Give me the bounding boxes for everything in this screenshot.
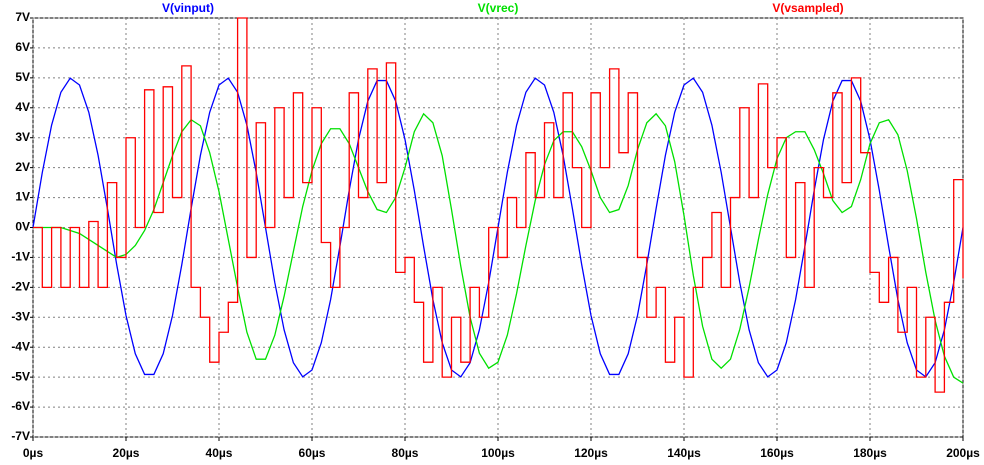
x-tick-label: 0µs xyxy=(23,446,44,460)
x-tick-label: 40µs xyxy=(206,446,233,460)
y-tick-label: -7V xyxy=(11,429,30,443)
x-tick-label: 100µs xyxy=(481,446,515,460)
y-tick-label: 7V xyxy=(15,10,30,24)
y-tick-label: 6V xyxy=(15,40,30,54)
series-line xyxy=(33,17,964,393)
y-tick-label: 5V xyxy=(15,70,30,84)
y-tick-label: 0V xyxy=(15,220,30,234)
legend-entry: V(vrec) xyxy=(478,1,519,15)
y-tick-label: -1V xyxy=(11,250,30,264)
y-tick-label: 3V xyxy=(15,130,30,144)
x-tick-label: 140µs xyxy=(667,446,701,460)
y-tick-label: 2V xyxy=(15,160,30,174)
x-tick-label: 20µs xyxy=(113,446,140,460)
y-tick-label: 1V xyxy=(15,190,30,204)
y-tick-label: -2V xyxy=(11,280,30,294)
x-tick-label: 120µs xyxy=(574,446,608,460)
y-tick-label: -4V xyxy=(11,339,30,353)
x-tick-label: 80µs xyxy=(392,446,419,460)
y-tick-label: -6V xyxy=(11,399,30,413)
y-tick-label: -5V xyxy=(11,369,30,383)
y-tick-label: 4V xyxy=(15,100,30,114)
y-tick-label: -3V xyxy=(11,309,30,323)
x-tick-label: 200µs xyxy=(946,446,980,460)
legend-entry: V(vinput) xyxy=(162,1,214,15)
x-tick-label: 160µs xyxy=(760,446,794,460)
series-line xyxy=(33,112,964,384)
legend-entry: V(vsampled) xyxy=(772,1,843,15)
x-tick-label: 180µs xyxy=(853,446,887,460)
x-tick-label: 60µs xyxy=(299,446,326,460)
